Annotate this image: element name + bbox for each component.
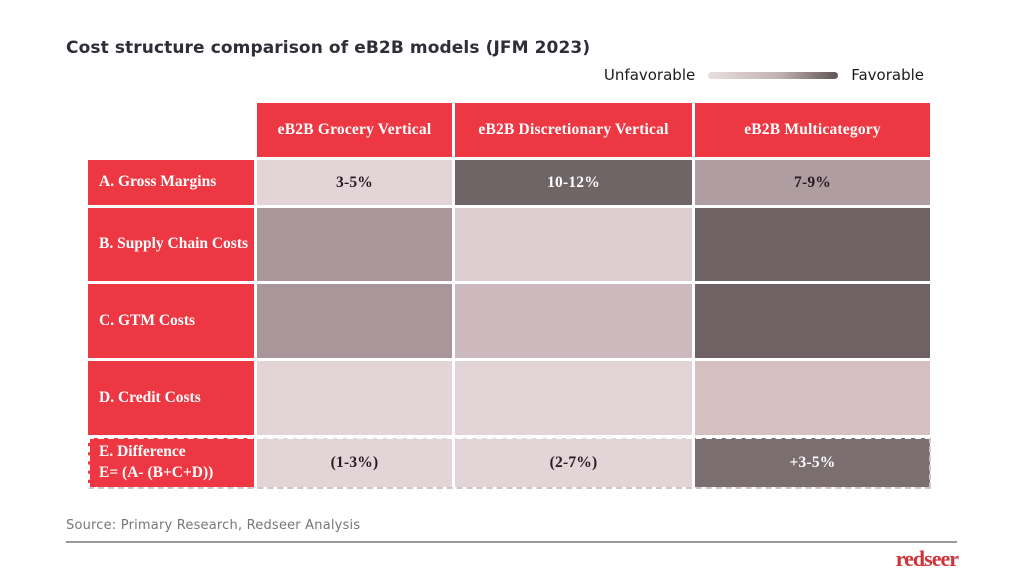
source-note: Source: Primary Research, Redseer Analys… — [66, 518, 361, 533]
data-cell-r3c1 — [257, 284, 452, 358]
data-cell-r2c2 — [455, 208, 692, 281]
data-cell-r5c2: (2-7%) — [455, 438, 692, 487]
row-label-text: B. Supply Chain Costs — [99, 235, 249, 253]
data-cell-r4c2 — [455, 361, 692, 435]
data-cell-r1c3: 7-9% — [695, 160, 930, 205]
row-label-4: D. Credit Costs — [88, 361, 254, 435]
footer-divider — [66, 541, 957, 543]
row-label-2: B. Supply Chain Costs — [88, 208, 254, 281]
data-cell-r5c1: (1-3%) — [257, 438, 452, 487]
data-cell-r1c1: 3-5% — [257, 160, 452, 205]
legend-label-favorable: Favorable — [851, 66, 924, 84]
data-cell-r4c3 — [695, 361, 930, 435]
row-label-text: C. GTM Costs — [99, 311, 196, 329]
row-label-text: A. Gross Margins — [99, 173, 217, 191]
row-label-1: A. Gross Margins — [88, 160, 254, 205]
data-cell-r2c1 — [257, 208, 452, 281]
legend-gradient-bar — [708, 71, 839, 79]
data-cell-r2c3 — [695, 208, 930, 281]
legend-label-unfavorable: Unfavorable — [603, 66, 696, 84]
data-cell-r3c3 — [695, 284, 930, 358]
data-cell-r5c3: +3-5% — [695, 438, 930, 487]
favorability-legend: Unfavorable Favorable — [604, 66, 924, 84]
row-label-formula: E= (A- (B+C+D)) — [99, 463, 214, 481]
page-title: Cost structure comparison of eB2B models… — [66, 38, 591, 58]
table-corner — [88, 103, 254, 157]
row-label-text: E. Difference — [99, 442, 186, 460]
column-header-3: eB2B Multicategory — [695, 103, 930, 157]
data-cell-r3c2 — [455, 284, 692, 358]
data-cell-r4c1 — [257, 361, 452, 435]
row-label-text: D. Credit Costs — [99, 388, 201, 406]
row-label-3: C. GTM Costs — [88, 284, 254, 358]
row-label-5: E. Difference E= (A- (B+C+D)) — [88, 438, 254, 487]
column-header-1: eB2B Grocery Vertical — [257, 103, 452, 157]
column-header-2: eB2B Discretionary Vertical — [455, 103, 692, 157]
redseer-logo: redseer — [895, 546, 959, 571]
cost-structure-table: eB2B Grocery Vertical eB2B Discretionary … — [88, 103, 930, 487]
data-cell-r1c2: 10-12% — [455, 160, 692, 205]
